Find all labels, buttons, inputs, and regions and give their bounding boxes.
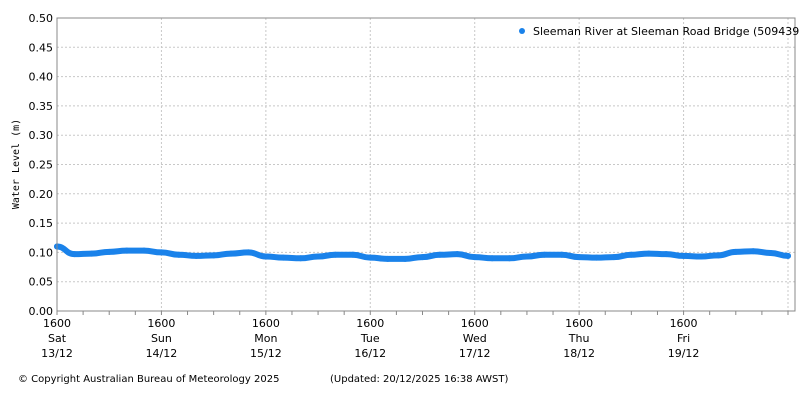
data-point <box>610 254 617 261</box>
data-point <box>436 251 443 258</box>
data-point <box>680 252 687 259</box>
x-tick-label-time: 1600 <box>147 317 175 330</box>
series <box>54 243 791 262</box>
data-point <box>593 254 600 261</box>
x-tick-label-day: Sun <box>151 332 172 345</box>
y-tick-label: 0.50 <box>29 12 54 25</box>
data-point <box>785 252 791 259</box>
grid <box>57 17 795 311</box>
x-tick-label-date: 17/12 <box>459 347 491 360</box>
x-tick-label-day: Thu <box>568 332 590 345</box>
plot-frame <box>56 17 796 312</box>
legend: Sleeman River at Sleeman Road Bridge (50… <box>519 25 800 38</box>
data-point <box>489 255 496 262</box>
data-point <box>228 250 235 257</box>
y-tick-label: 0.05 <box>29 276 54 289</box>
data-point <box>419 254 426 261</box>
x-tick-label-time: 1600 <box>461 317 489 330</box>
y-tick-label: 0.10 <box>29 246 54 259</box>
data-point <box>297 255 304 262</box>
x-tick-label-date: 16/12 <box>354 347 386 360</box>
data-point <box>88 250 95 257</box>
y-tick-label: 0.15 <box>29 217 54 230</box>
y-tick-label: 0.40 <box>29 71 54 84</box>
data-point <box>280 254 287 261</box>
data-point <box>193 252 200 259</box>
x-tick-label-date: 14/12 <box>146 347 178 360</box>
x-tick-label-day: Tue <box>360 332 380 345</box>
y-tick-label: 0.25 <box>29 159 54 172</box>
data-point <box>471 254 478 261</box>
x-tick-label-date: 19/12 <box>668 347 700 360</box>
updated-text: (Updated: 20/12/2025 16:38 AWST) <box>330 374 509 385</box>
y-tick-label: 0.00 <box>29 305 54 318</box>
data-point <box>402 255 409 262</box>
x-tick-label-time: 1600 <box>670 317 698 330</box>
x-tick-label-date: 15/12 <box>250 347 282 360</box>
x-tick-label-date: 18/12 <box>563 347 595 360</box>
data-point <box>158 249 165 256</box>
data-point <box>141 247 148 254</box>
data-point <box>645 250 652 257</box>
x-axis: 1600 Sat 13/12 1600 Sun 14/12 1600 Mon 15/12 1600… <box>41 311 789 360</box>
legend-label: Sleeman River at Sleeman Road Bridge (50… <box>533 25 800 38</box>
data-point <box>697 253 704 260</box>
data-point <box>541 251 548 258</box>
data-point <box>175 251 182 258</box>
y-tick-label: 0.45 <box>29 41 54 54</box>
data-point <box>315 253 322 260</box>
legend-marker <box>519 28 525 34</box>
data-point <box>767 249 774 256</box>
data-point <box>262 253 269 260</box>
x-tick-label-day: Sat <box>48 332 67 345</box>
y-tick-label: 0.20 <box>29 188 54 201</box>
data-point <box>349 251 356 258</box>
data-point <box>71 251 78 258</box>
data-point <box>576 254 583 261</box>
data-point <box>715 252 722 259</box>
data-point <box>245 249 252 256</box>
x-tick-label-date: 13/12 <box>41 347 73 360</box>
data-point <box>332 251 339 258</box>
data-point <box>628 251 635 258</box>
x-tick-label-time: 1600 <box>43 317 71 330</box>
x-tick-label-day: Wed <box>463 332 487 345</box>
data-point <box>506 255 513 262</box>
data-point <box>367 254 374 261</box>
x-tick-label-time: 1600 <box>565 317 593 330</box>
y-axis-label: Water Level (m) <box>11 119 22 209</box>
x-tick-label-day: Fri <box>677 332 690 345</box>
data-point <box>106 248 113 255</box>
copyright-text: © Copyright Australian Bureau of Meteoro… <box>18 374 280 385</box>
data-point <box>523 253 530 260</box>
data-point <box>750 248 757 255</box>
y-tick-label: 0.35 <box>29 100 54 113</box>
x-tick-label-time: 1600 <box>252 317 280 330</box>
y-tick-label: 0.30 <box>29 129 54 142</box>
data-point <box>210 252 217 259</box>
data-point <box>454 251 461 258</box>
y-axis: 0.00 0.05 0.10 0.15 0.20 0.25 0.30 0.35 0.40 0.45… <box>29 12 54 318</box>
x-tick-label-time: 1600 <box>356 317 384 330</box>
data-point <box>558 251 565 258</box>
data-point <box>663 251 670 258</box>
x-tick-label-day: Mon <box>254 332 277 345</box>
data-point <box>123 247 130 254</box>
data-point <box>732 248 739 255</box>
data-point <box>384 255 391 262</box>
